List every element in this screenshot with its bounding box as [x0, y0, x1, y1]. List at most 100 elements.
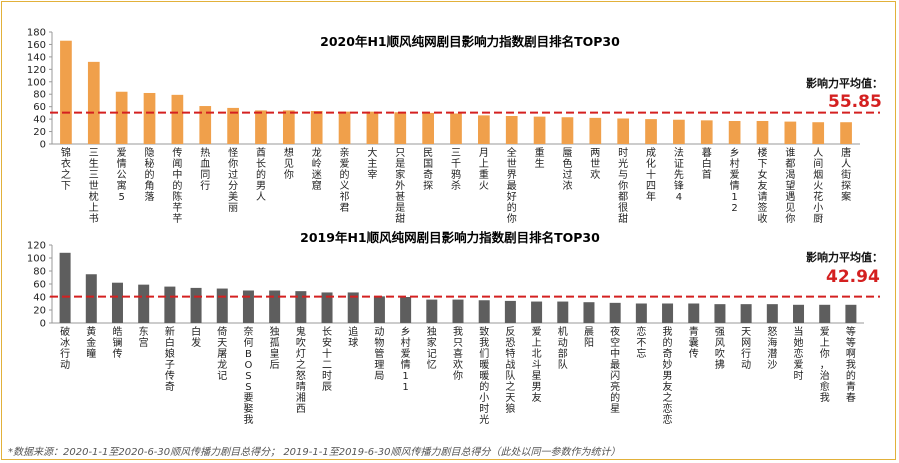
category-label: 皓镧传 [112, 326, 122, 360]
bar [561, 117, 574, 144]
source-footnote: *数据来源：2020-1-1至2020-6-30顺风传播力剧目总得分； 2019… [8, 447, 621, 458]
category-label: 黄金瞳 [86, 325, 96, 360]
category-label: 爱情公寓 5 [117, 146, 127, 203]
bar [242, 290, 254, 323]
y-tick-label: 20 [33, 127, 46, 138]
category-label: 当她恋爱时 [794, 325, 804, 382]
bar [766, 304, 778, 323]
bar [310, 111, 323, 144]
category-label: 重生 [535, 146, 545, 170]
category-label: 亲爱的义祁君 [340, 146, 350, 214]
category-label: 楼下女友请签收 [757, 146, 767, 225]
category-label: 倚天屠龙记 [217, 325, 227, 382]
category-label: 唐人街探案 [841, 146, 851, 203]
category-label: 时光与你都很甜 [618, 147, 628, 225]
category-label: 等等啊我的青春 [846, 325, 856, 404]
category-label: 传闻中的陈芊芊 [172, 147, 182, 225]
category-label: 白发 [191, 325, 201, 349]
bar [478, 115, 490, 144]
category-label: 鬼吹灯之怒晴湘西 [296, 325, 306, 415]
category-label: 反恐特战队之天狼 [505, 326, 515, 415]
category-label: 暮白首 [702, 146, 712, 181]
bar [321, 292, 333, 323]
y-tick-label: 80 [33, 267, 46, 278]
category-label: 月上重火 [479, 147, 489, 192]
y-tick-label: 40 [33, 293, 46, 304]
category-label: 追球 [348, 325, 358, 349]
bar [373, 296, 385, 323]
average-label: 影响力平均值： [806, 250, 883, 264]
category-label: 民国奇探 [423, 147, 433, 192]
category-label: 东宫 [139, 325, 149, 349]
bar [216, 288, 228, 323]
y-tick-label: 60 [33, 280, 46, 291]
bar [338, 111, 351, 144]
category-label: 动物管理局 [374, 326, 384, 382]
bar [190, 287, 202, 323]
bar [531, 301, 543, 323]
category-label: 成化十四年 [646, 147, 656, 203]
category-label: 奈何 B O S S 要娶我 [243, 325, 253, 426]
category-label: 法证先锋 4 [674, 146, 684, 203]
y-tick-label: 120 [27, 241, 46, 252]
y-tick-label: 60 [33, 102, 46, 113]
bar [171, 94, 184, 144]
bar [617, 118, 630, 144]
bar [589, 117, 602, 144]
bar [87, 61, 100, 144]
bar [164, 286, 176, 323]
bar [269, 290, 281, 323]
bar [394, 112, 407, 144]
category-label: 全世界最好的你 [507, 146, 517, 225]
bar [784, 121, 797, 144]
category-label: 独家记忆 [427, 325, 437, 371]
category-label: 破冰行动 [60, 325, 70, 371]
category-label: 致我们暖暖的小时光 [479, 325, 489, 426]
y-tick-label: 100 [27, 77, 46, 88]
bar [450, 113, 462, 144]
bar [400, 297, 412, 323]
y-tick-label: 100 [27, 254, 46, 265]
category-label: 青囊传 [689, 325, 699, 360]
category-label: 晨阳 [584, 326, 594, 349]
category-label: 天网行动 [741, 327, 751, 371]
bar [452, 299, 464, 323]
category-label: 长安十二时辰 [322, 326, 332, 393]
bar [366, 111, 379, 144]
bar [793, 304, 805, 323]
y-tick-label: 180 [27, 28, 46, 39]
bar [840, 122, 852, 144]
category-label: 想见你 [284, 146, 294, 181]
y-tick-label: 20 [33, 306, 46, 317]
category-label: 怪你过分美丽 [228, 146, 238, 214]
bar [845, 304, 857, 323]
bar [812, 122, 825, 144]
bar [143, 92, 156, 144]
y-tick-label: 0 [40, 319, 46, 330]
y-tick-label: 0 [40, 140, 46, 151]
bar [199, 106, 212, 144]
bar [426, 299, 438, 323]
category-label: 三生三世枕上书 [89, 148, 99, 225]
category-label: 隐秘的角落 [145, 147, 155, 203]
category-label: 我只喜欢你 [453, 326, 463, 382]
bar [728, 120, 741, 144]
bar [111, 282, 123, 323]
bar [583, 302, 595, 323]
category-label: 龙岭迷窟 [312, 146, 322, 192]
bar [347, 292, 359, 323]
bar [505, 116, 518, 144]
category-label: 爱上北斗星男友 [532, 325, 542, 404]
category-label: 恋不忘 [636, 325, 646, 360]
bar [688, 303, 700, 323]
bar [282, 110, 295, 144]
bar [255, 110, 267, 144]
category-label: 人间烟火花小厨 [813, 147, 823, 225]
category-label: 夜空中最闪亮的星 [610, 325, 620, 415]
chart-2020: 2020年H1顺风纯网剧目影响力指数剧目排名TOP30 影响力平均值： 55.8… [27, 28, 883, 226]
bar [60, 40, 72, 144]
bar [504, 300, 516, 323]
bar [635, 303, 647, 323]
y-tick-label: 80 [33, 90, 46, 101]
